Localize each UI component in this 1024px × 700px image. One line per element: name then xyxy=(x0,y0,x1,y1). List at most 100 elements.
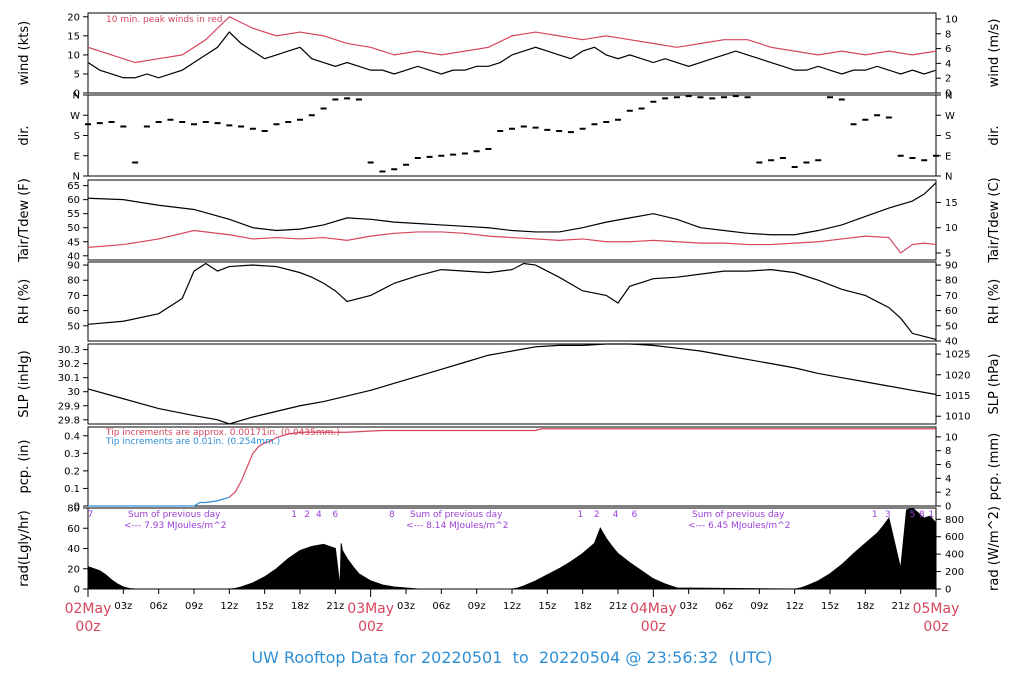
panel-annotation: 10 min. peak winds in red xyxy=(106,15,223,25)
direction-point xyxy=(768,159,775,162)
date-hour-label: 00z xyxy=(75,619,100,635)
hour-mark-label: 8 xyxy=(389,510,395,520)
direction-point xyxy=(96,122,103,125)
footer-title-suffix: 20220504 @ 23:56:32 (UTC) xyxy=(538,648,773,667)
panel-radiation: rad(Lgly/hr) rad (W/m^2)02040608002004006… xyxy=(17,504,1002,596)
direction-point xyxy=(167,118,174,121)
direction-point xyxy=(532,126,539,129)
y-tick-label-right: 8 xyxy=(945,29,951,40)
direction-point xyxy=(367,161,374,164)
y-tick-label-right: 600 xyxy=(945,532,964,543)
hour-mark-label: 1 xyxy=(872,510,878,520)
y-tick-label: 0 xyxy=(74,502,80,513)
direction-point xyxy=(626,109,633,112)
direction-point xyxy=(815,159,822,162)
panel-pressure: SLP (inHg) SLP (hPa) 29.8 29.9 30 30.1 30.2 30.… xyxy=(17,343,1002,426)
direction-point xyxy=(143,125,150,128)
y-tick-label: 90 xyxy=(67,261,80,272)
y-tick-label-right: 10 xyxy=(945,223,958,234)
direction-point xyxy=(202,121,209,123)
y-axis-label: pcp. (in) xyxy=(17,440,32,494)
date-label: 02May xyxy=(65,601,112,617)
y-tick-label: N xyxy=(73,172,80,183)
y-tick-label: 40 xyxy=(67,544,80,555)
y-tick-label-right: 40 xyxy=(945,337,958,348)
x-tick-label: 15z xyxy=(256,601,274,612)
direction-point xyxy=(308,114,315,117)
y-tick-label-right: 10 xyxy=(945,14,958,25)
panel-frame xyxy=(87,261,937,342)
direction-point xyxy=(650,100,657,103)
tip-increment-note: Tip increments are 0.01in. (0.254mm.) xyxy=(105,437,280,447)
direction-point xyxy=(355,98,362,101)
direction-point xyxy=(615,118,621,121)
y-tick-label: 30.2 xyxy=(58,359,80,370)
panel-temperature: Tair/Tdew (F) Tair/Tdew (C) 40 45 50 55 60 65 5 1… xyxy=(17,177,1002,263)
x-tick-label: 21z xyxy=(892,601,910,612)
date-label: 05May xyxy=(913,601,960,617)
footer-title-prefix: UW Rooftop Data for 20220501 xyxy=(251,648,503,667)
x-tick-label: 12z xyxy=(786,601,804,612)
y-tick-label: 29.8 xyxy=(58,415,80,426)
direction-point xyxy=(779,157,786,159)
direction-point xyxy=(297,118,303,121)
y-tick-label-right: 5 xyxy=(945,248,951,259)
direction-point xyxy=(344,97,351,100)
direction-point xyxy=(426,155,433,158)
daily-sum-heading: Sum of previous day xyxy=(410,510,503,520)
temperature-series-line-1 xyxy=(87,229,937,254)
y-axis-label: wind (kts) xyxy=(17,21,32,85)
direction-point xyxy=(332,98,339,101)
y-tick-label: 5 xyxy=(74,69,80,80)
pressure-series-line-0 xyxy=(87,343,937,425)
y-axis-label-right: dir. xyxy=(987,125,1002,145)
direction-point xyxy=(238,125,245,128)
direction-point xyxy=(791,166,798,168)
y-axis-label: SLP (inHg) xyxy=(17,350,32,418)
direction-point xyxy=(179,121,186,123)
direction-point xyxy=(132,161,139,164)
y-tick-label: 80 xyxy=(67,276,80,287)
humidity-series-line-0 xyxy=(87,262,937,341)
y-tick-label-right: 1020 xyxy=(945,370,970,381)
hour-mark-label: 6 xyxy=(632,510,638,520)
direction-point xyxy=(273,123,280,126)
y-tick-label-right: 70 xyxy=(945,291,958,302)
direction-point xyxy=(226,124,233,127)
x-tick-label: 09z xyxy=(750,601,768,612)
direction-point xyxy=(709,97,716,100)
hour-mark-label: 3 xyxy=(885,510,891,520)
x-tick-label: 06z xyxy=(150,601,168,612)
y-tick-label-right: 0 xyxy=(945,502,951,513)
daily-sum-value: <--- 8.14 MJoules/m^2 xyxy=(406,521,508,531)
x-tick-label: 09z xyxy=(185,601,203,612)
y-tick-label-right: 0 xyxy=(945,585,951,596)
date-label: 03May xyxy=(347,601,394,617)
x-tick-label: 06z xyxy=(432,601,450,612)
hour-mark-label: 6 xyxy=(332,510,338,520)
y-tick-label: 15 xyxy=(67,31,80,42)
y-tick-label: 0 xyxy=(74,89,80,100)
direction-point xyxy=(567,131,574,134)
y-axis-label-right: rad (W/m^2) xyxy=(987,506,1002,591)
y-tick-label: 30 xyxy=(67,387,80,398)
direction-point xyxy=(509,127,515,130)
radiation-area xyxy=(87,507,937,590)
daily-sum-value: <--- 7.93 MJoules/m^2 xyxy=(124,521,226,531)
y-tick-label-right: 2 xyxy=(945,488,951,499)
hour-mark-label: 1 xyxy=(928,510,934,520)
y-tick-label: 55 xyxy=(67,209,80,220)
direction-point xyxy=(461,152,468,155)
direction-point xyxy=(603,121,610,123)
y-axis-label-right: RH (%) xyxy=(987,279,1002,324)
date-hour-label: 00z xyxy=(641,619,666,635)
y-tick-label-right: 6 xyxy=(945,44,951,55)
y-tick-label: 30.1 xyxy=(58,373,80,384)
direction-point xyxy=(391,168,398,171)
x-tick-label: 09z xyxy=(468,601,486,612)
daily-sum-value: <--- 6.45 MJoules/m^2 xyxy=(688,521,790,531)
y-tick-label-right: N xyxy=(945,91,952,102)
direction-point xyxy=(850,123,857,126)
y-tick-label: 80 xyxy=(67,504,80,515)
